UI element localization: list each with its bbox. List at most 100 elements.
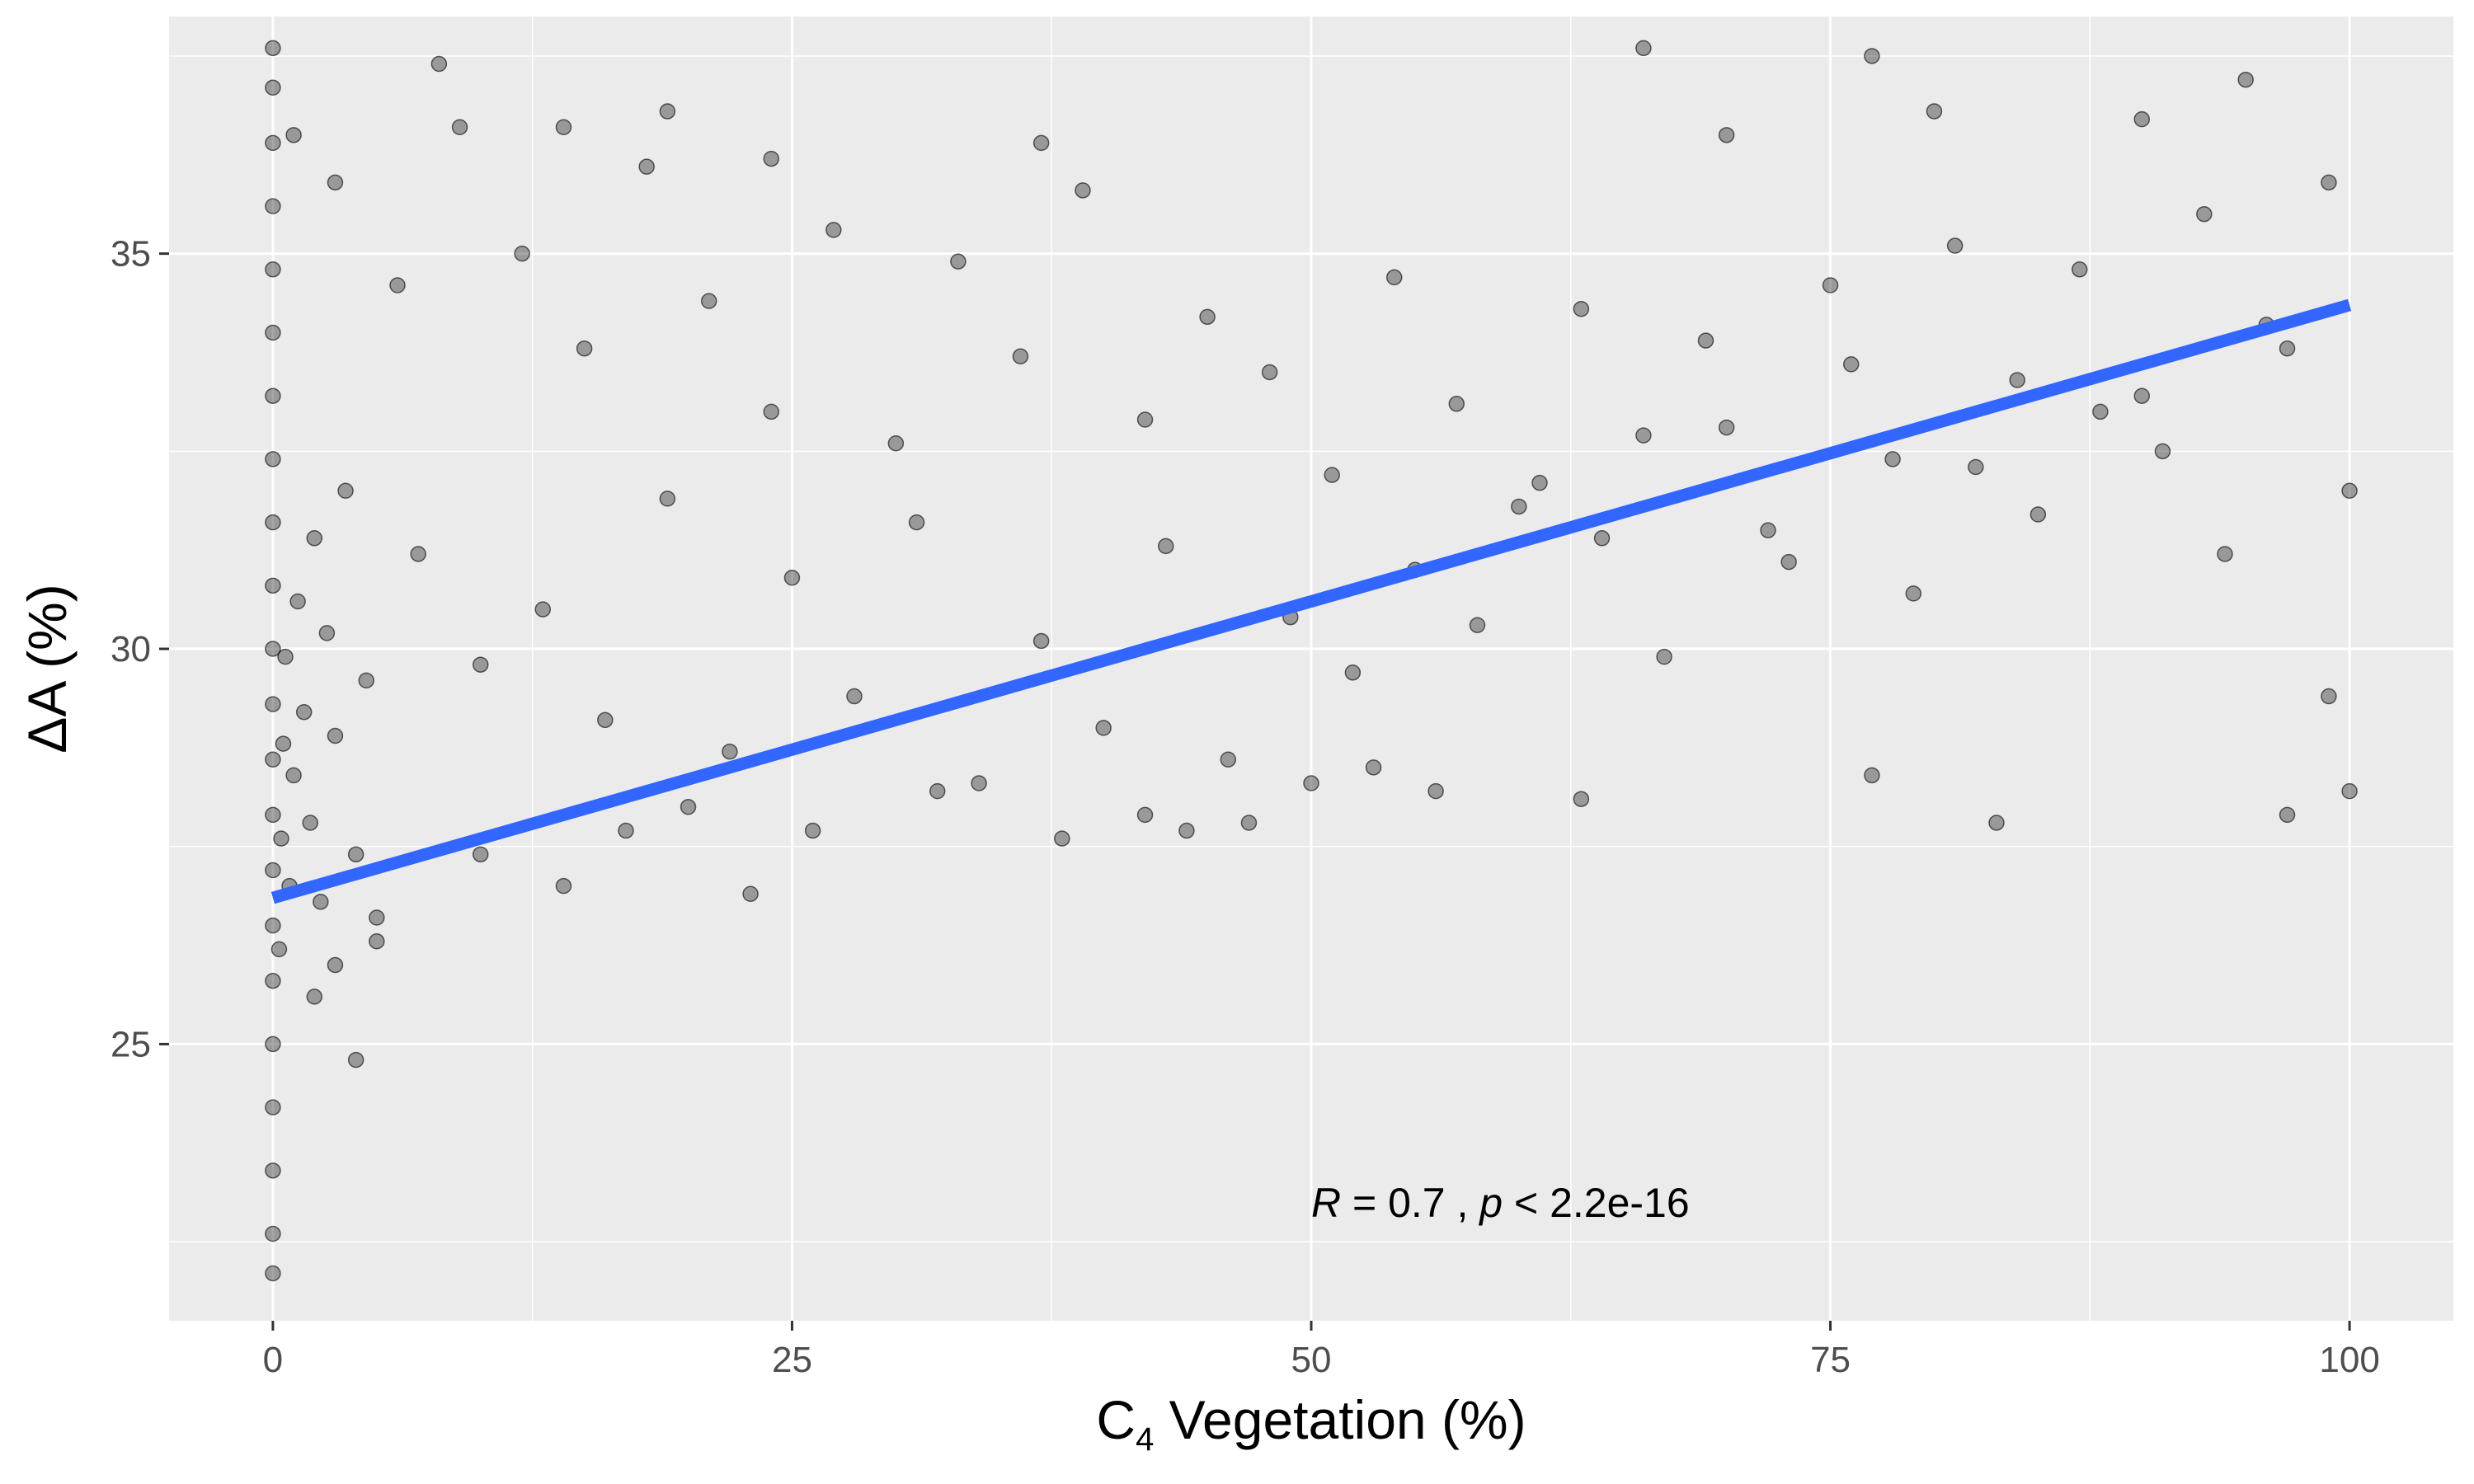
annotation-r-symbol: R bbox=[1311, 1180, 1341, 1226]
data-point bbox=[2092, 403, 2109, 420]
data-point bbox=[1448, 396, 1465, 412]
data-point bbox=[327, 174, 344, 191]
data-point bbox=[534, 601, 552, 618]
data-point bbox=[2321, 174, 2337, 191]
data-point bbox=[722, 743, 738, 760]
data-point bbox=[1075, 182, 1091, 199]
y-tick-label: 25 bbox=[111, 1024, 151, 1064]
data-point bbox=[763, 403, 780, 420]
data-point bbox=[1946, 237, 1964, 254]
data-point bbox=[1511, 498, 1527, 515]
data-point bbox=[265, 1225, 281, 1242]
data-point bbox=[700, 293, 717, 309]
data-point bbox=[275, 735, 292, 752]
data-point bbox=[763, 150, 780, 167]
data-point bbox=[2133, 387, 2151, 404]
y-axis-title: ΔA (%) bbox=[16, 584, 78, 753]
data-point bbox=[1864, 767, 1880, 784]
data-point bbox=[1531, 474, 1548, 491]
data-point bbox=[265, 577, 281, 594]
data-point bbox=[2217, 546, 2233, 562]
data-point bbox=[2237, 71, 2254, 88]
data-point bbox=[1324, 467, 1340, 483]
data-point bbox=[618, 822, 634, 839]
x-tick-label: 0 bbox=[263, 1340, 283, 1380]
data-point bbox=[265, 972, 281, 989]
data-point bbox=[659, 491, 676, 507]
x-axis-title-suffix: Vegetation (%) bbox=[1154, 1389, 1526, 1450]
data-point bbox=[430, 55, 448, 73]
data-point bbox=[347, 846, 365, 863]
data-point bbox=[555, 119, 572, 135]
data-point bbox=[265, 1162, 281, 1179]
data-point bbox=[265, 514, 281, 531]
data-point bbox=[2341, 782, 2358, 800]
data-point bbox=[825, 222, 842, 238]
data-point bbox=[555, 877, 572, 895]
data-point bbox=[1469, 617, 1486, 634]
data-point bbox=[1780, 553, 1797, 571]
data-point bbox=[1136, 806, 1154, 824]
y-tick-label: 35 bbox=[111, 234, 151, 275]
data-point bbox=[318, 625, 336, 641]
data-point bbox=[369, 909, 385, 926]
data-point bbox=[887, 434, 905, 452]
annotation-p-symbol: p bbox=[1478, 1180, 1503, 1226]
data-point bbox=[2030, 506, 2047, 523]
data-point bbox=[265, 806, 281, 824]
data-point bbox=[265, 1036, 281, 1053]
data-point bbox=[265, 641, 281, 657]
data-point bbox=[1012, 348, 1029, 365]
x-tick-label: 25 bbox=[772, 1340, 812, 1380]
data-point bbox=[1697, 332, 1714, 349]
data-point bbox=[265, 79, 281, 96]
data-point bbox=[1760, 522, 1776, 538]
data-point bbox=[389, 277, 406, 294]
data-point bbox=[1054, 830, 1070, 847]
data-point bbox=[265, 387, 281, 404]
correlation-annotation: R = 0.7 , p < 2.2e-16 bbox=[1311, 1180, 1690, 1226]
data-point bbox=[597, 711, 614, 729]
data-point bbox=[327, 727, 344, 744]
data-point bbox=[1822, 277, 1839, 294]
data-point bbox=[1178, 822, 1195, 839]
data-point bbox=[1905, 585, 1922, 602]
data-point bbox=[369, 933, 385, 950]
data-point bbox=[1842, 356, 1860, 373]
data-point bbox=[277, 648, 294, 665]
data-point bbox=[270, 941, 288, 958]
data-point bbox=[265, 40, 281, 57]
data-point bbox=[265, 451, 281, 467]
data-point bbox=[2196, 205, 2213, 223]
data-point bbox=[1635, 40, 1652, 57]
data-point bbox=[950, 253, 967, 270]
data-point bbox=[273, 830, 289, 847]
data-point bbox=[2279, 806, 2296, 824]
data-point bbox=[514, 245, 530, 262]
data-point bbox=[1718, 419, 1735, 436]
data-point bbox=[1573, 301, 1590, 317]
data-point bbox=[265, 696, 281, 712]
data-point bbox=[1884, 451, 1901, 467]
data-point bbox=[846, 688, 863, 705]
data-point bbox=[2321, 688, 2337, 705]
data-point bbox=[1988, 815, 2005, 831]
data-point bbox=[783, 569, 801, 586]
data-point bbox=[1656, 648, 1672, 665]
data-point bbox=[265, 198, 281, 214]
data-point bbox=[337, 482, 354, 500]
data-point bbox=[313, 894, 329, 910]
data-point bbox=[576, 340, 593, 357]
data-point bbox=[1593, 530, 1611, 547]
grid-lines bbox=[169, 16, 2453, 1321]
data-point bbox=[265, 324, 281, 341]
data-point bbox=[1199, 308, 1216, 326]
axis-ticks bbox=[159, 252, 2351, 1331]
data-point bbox=[1261, 364, 1278, 381]
data-point bbox=[306, 989, 323, 1005]
data-points bbox=[265, 40, 2358, 1282]
data-point bbox=[1718, 127, 1735, 143]
data-point bbox=[638, 158, 655, 175]
data-point bbox=[659, 103, 676, 120]
